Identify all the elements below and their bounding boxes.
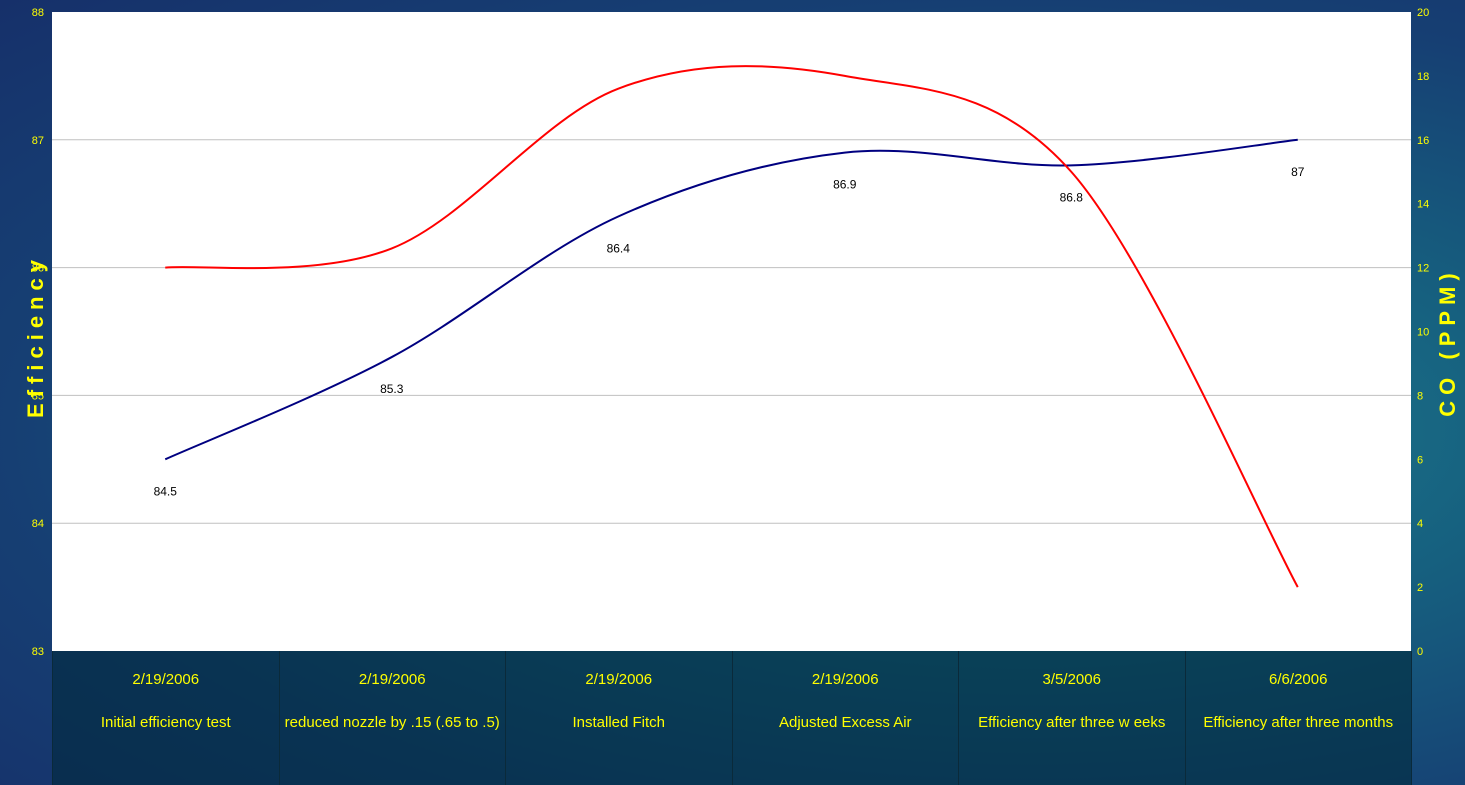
- y-tick-label: 88: [32, 7, 44, 19]
- category-date: 6/6/2006: [1269, 671, 1328, 688]
- data-label: 87: [1291, 165, 1305, 179]
- y2-tick-label: 20: [1417, 7, 1429, 19]
- category-date: 2/19/2006: [811, 671, 879, 688]
- category-label: reduced nozzle by .15 (.65 to .5): [284, 714, 500, 731]
- data-label: 86.4: [607, 241, 631, 255]
- y2-tick-label: 12: [1417, 263, 1429, 275]
- category-cell: 3/5/2006 Efficiency after three w eeks: [959, 651, 1186, 785]
- category-cell: 2/19/2006 reduced nozzle by .15 (.65 to .…: [279, 651, 506, 785]
- y2-tick-label: 4: [1417, 518, 1423, 530]
- category-table: 2/19/2006 Initial efficiency test 2/19/200…: [52, 651, 1412, 785]
- category-date: 3/5/2006: [1042, 671, 1101, 688]
- category-label: Initial efficiency test: [100, 714, 231, 731]
- y-tick-label: 83: [32, 646, 44, 658]
- category-date: 2/19/2006: [585, 671, 653, 688]
- efficiency-series-line: [164, 138, 1298, 461]
- category-label: Installed Fitch: [572, 714, 666, 731]
- y-tick-label: 84: [32, 518, 44, 530]
- y2-tick-label: 16: [1417, 135, 1429, 147]
- category-date: 2/19/2006: [132, 671, 200, 688]
- category-cell: 2/19/2006 Initial efficiency test: [53, 651, 280, 785]
- y2-tick-label: 18: [1417, 71, 1429, 83]
- co-series-line: [165, 65, 1299, 588]
- y-axis-title: Efficiency: [23, 254, 48, 418]
- y-tick-label: 87: [32, 135, 44, 147]
- data-label: 86.8: [1060, 190, 1084, 204]
- y-tick-label: 86: [32, 263, 44, 275]
- y2-tick-label: 6: [1417, 454, 1423, 466]
- category-label: Adjusted Excess Air: [778, 714, 912, 731]
- y2-tick-label: 10: [1417, 327, 1429, 339]
- category-date: 2/19/2006: [358, 671, 426, 688]
- category-label: Efficiency after three months: [1203, 714, 1394, 731]
- category-cell: 6/6/2006 Efficiency after three months: [1185, 651, 1412, 785]
- category-cell: 2/19/2006 Installed Fitch: [506, 651, 733, 785]
- y2-tick-label: 0: [1417, 646, 1423, 658]
- category-label: Efficiency after three w eeks: [978, 714, 1166, 731]
- category-cell: 2/19/2006 Adjusted Excess Air: [732, 651, 959, 785]
- y2-axis-title: CO (PPM): [1435, 267, 1460, 417]
- plot-area: [52, 12, 1411, 651]
- data-label: 84.5: [154, 484, 178, 498]
- y2-tick-label: 8: [1417, 390, 1423, 402]
- data-label: 86.9: [833, 178, 857, 192]
- y2-tick-label: 2: [1417, 582, 1423, 594]
- y2-tick-label: 14: [1417, 199, 1429, 211]
- y-tick-label: 85: [32, 390, 44, 402]
- data-label: 85.3: [380, 382, 404, 396]
